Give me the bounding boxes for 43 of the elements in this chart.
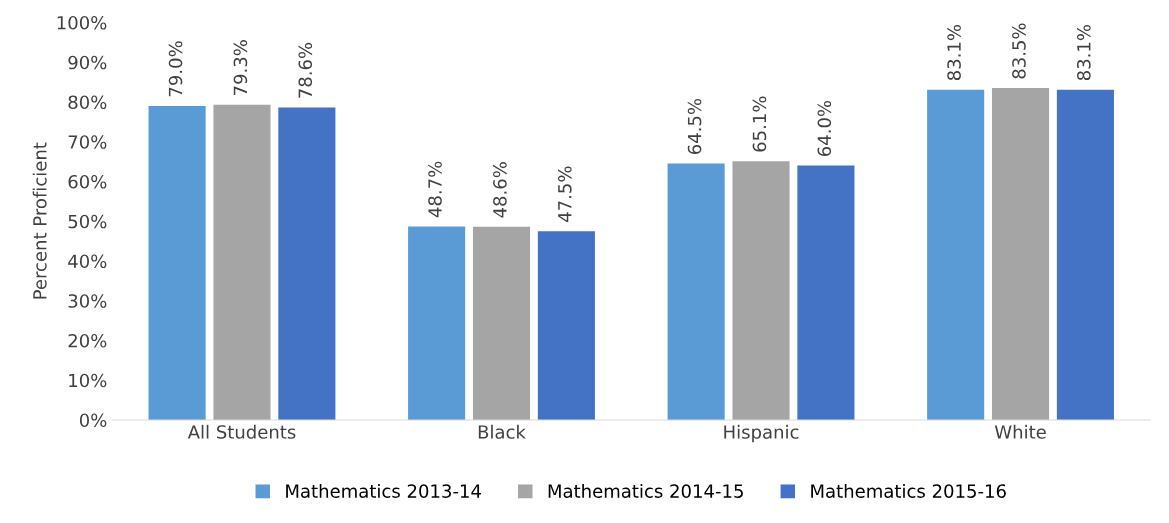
data-label: 79.0% <box>168 41 183 97</box>
bar <box>1056 89 1114 420</box>
x-tick-label: White <box>994 424 1046 439</box>
bar <box>472 226 531 420</box>
data-label: 48.7% <box>428 161 442 218</box>
data-label: 79.3% <box>233 40 248 95</box>
bar <box>991 88 1050 420</box>
data-label: 64.0% <box>817 100 832 156</box>
data-label: 83.1% <box>947 24 961 81</box>
bar <box>408 226 466 420</box>
y-tick-label: 0% <box>79 413 107 428</box>
data-label: 47.5% <box>557 166 572 222</box>
data-label: 64.5% <box>687 98 702 154</box>
bar <box>278 107 336 420</box>
y-tick-label: 80% <box>68 95 107 110</box>
y-tick-label: 50% <box>68 214 107 229</box>
legend-label: Mathematics 2013-14 <box>286 483 481 498</box>
y-tick-label: 90% <box>68 55 107 70</box>
x-tick-label: Black <box>478 424 526 439</box>
data-label: 65.1% <box>752 96 767 152</box>
y-tick-label: 20% <box>68 333 107 348</box>
y-tick-label: 60% <box>68 174 107 189</box>
data-label: 83.1% <box>1077 24 1091 81</box>
y-tick-label: 30% <box>68 294 107 308</box>
bar <box>927 89 985 420</box>
y-tick-label: 10% <box>69 373 107 388</box>
bar <box>537 231 595 420</box>
x-tick-label: All Students <box>187 424 296 439</box>
y-tick-label: 70% <box>68 135 107 149</box>
bar <box>732 161 790 420</box>
bar <box>213 104 271 420</box>
y-axis-title: Percent Proficient <box>32 142 47 299</box>
legend-label: Mathematics 2014-15 <box>548 483 743 498</box>
x-tick-label: Hispanic <box>724 424 799 443</box>
bar <box>797 165 855 420</box>
bar <box>667 163 725 420</box>
y-tick-label: 100% <box>57 15 107 30</box>
y-tick-label: 40% <box>68 254 107 269</box>
data-label: 48.6% <box>493 162 507 218</box>
data-label: 78.6% <box>298 42 313 98</box>
bar <box>148 105 206 420</box>
data-label: 83.5% <box>1012 23 1026 79</box>
legend-label: Mathematics 2015-16 <box>811 483 1006 498</box>
